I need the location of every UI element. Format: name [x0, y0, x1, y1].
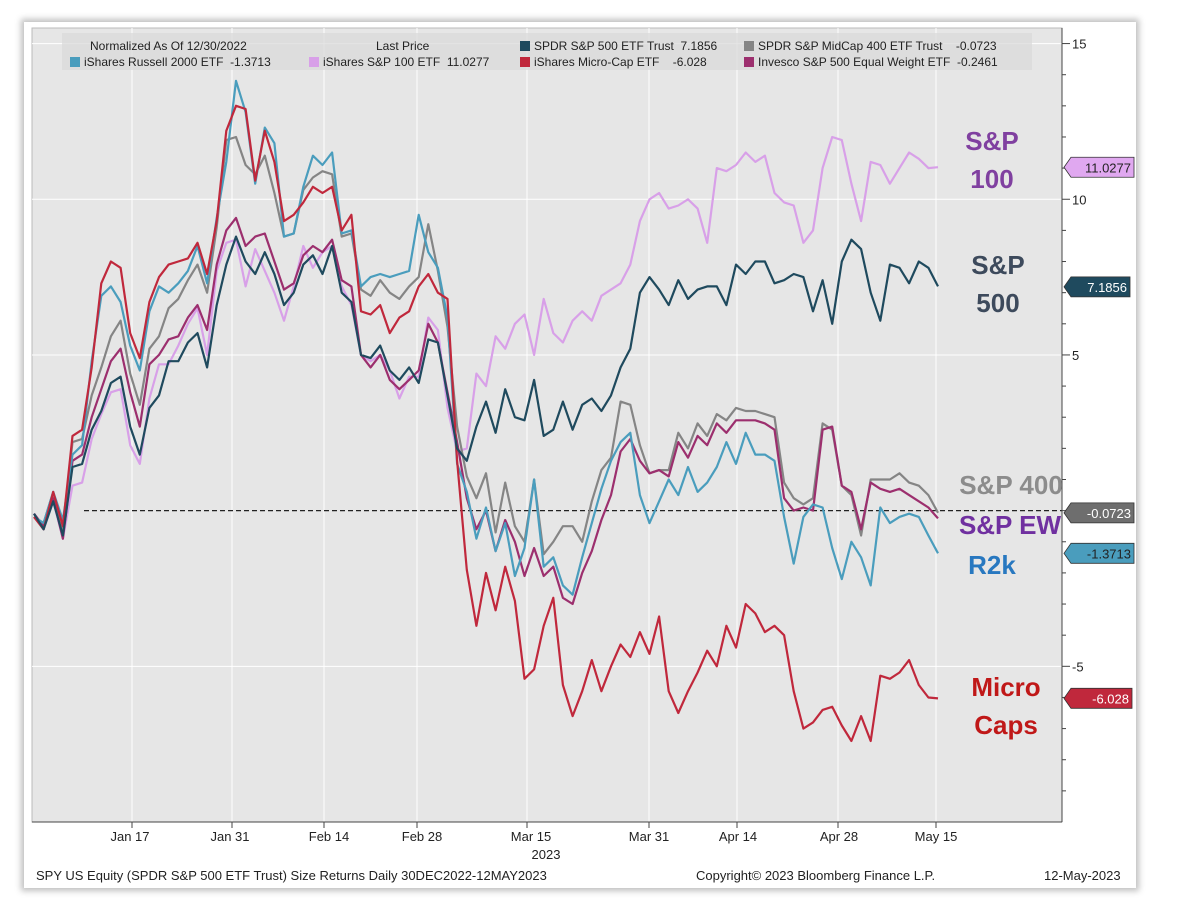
legend-normalized: Normalized As Of 12/30/2022 — [90, 39, 247, 53]
plot-area — [31, 27, 1063, 823]
x-tick-label: May 15 — [915, 829, 958, 844]
legend-last-price: Last Price — [376, 39, 430, 53]
annotation-label: R2k — [968, 550, 1016, 580]
legend-entry: iShares Micro-Cap ETF -6.028 — [534, 55, 707, 69]
y-tick-label: 15 — [1072, 37, 1086, 52]
legend-entry: SPDR S&P MidCap 400 ETF Trust -0.0723 — [758, 39, 997, 53]
annotation-label: S&P EW — [959, 510, 1062, 540]
annotation-label: Micro — [971, 672, 1040, 702]
last-price-value: 7.1856 — [1087, 280, 1127, 295]
annotation-label: S&P — [971, 250, 1024, 280]
last-price-tag — [1063, 502, 1135, 524]
series-line-spdr-s-p-midcap-400-etf-trust — [33, 135, 939, 556]
annotation-label: S&P 400 — [959, 470, 1063, 500]
annotation-label: 500 — [976, 288, 1019, 318]
x-axis: Jan 17 Jan 31 Feb 14 Feb 28 Mar 15 Mar 31 Apr … — [32, 821, 1062, 862]
x-tick-label: Apr 14 — [719, 829, 757, 844]
annotation-label: 100 — [970, 164, 1013, 194]
legend-swatch — [70, 57, 80, 67]
legend-entry: iShares S&P 100 ETF 11.0277 — [323, 55, 490, 69]
legend-box — [62, 33, 1032, 70]
x-year-label: 2023 — [532, 847, 561, 862]
y-tick-label: 5 — [1072, 348, 1079, 363]
y-axis: 15 10 5 -5 — [1061, 28, 1086, 822]
series-line-ishares-micro-cap-etf — [33, 104, 939, 743]
x-tick-label: Jan 17 — [110, 829, 149, 844]
footer-copyright: Copyright© 2023 Bloomberg Finance L.P. — [696, 868, 935, 883]
legend-swatch — [520, 41, 530, 51]
last-price-value: -0.0723 — [1087, 506, 1131, 521]
y-tick-label: -5 — [1072, 659, 1084, 674]
last-price-value: -6.028 — [1092, 691, 1129, 706]
annotations: S&P 100 S&P 500 S&P 400 S&P EW R2k Micro Caps — [959, 126, 1063, 740]
last-price-value: 11.0277 — [1085, 160, 1131, 175]
annotation-label: Caps — [974, 710, 1038, 740]
x-tick-label: Apr 28 — [820, 829, 858, 844]
last-price-tag — [1063, 156, 1135, 178]
legend-swatch — [744, 57, 754, 67]
x-tick-label: Feb 14 — [309, 829, 349, 844]
x-tick-label: Jan 31 — [210, 829, 249, 844]
footer: SPY US Equity (SPDR S&P 500 ETF Trust) S… — [36, 868, 1121, 883]
footer-date: 12-May-2023 — [1044, 868, 1121, 883]
chart-frame: 15 10 5 -5 Jan 17 Jan 31 Feb 14 Feb 28 Mar 15 Ma… — [24, 22, 1136, 888]
x-tick-label: Mar 15 — [511, 829, 551, 844]
legend-swatch — [744, 41, 754, 51]
y-tick-label: 10 — [1072, 192, 1086, 207]
legend-swatch — [520, 57, 530, 67]
series-line-ishares-russell-2000-etf — [33, 79, 939, 596]
legend-entry: Invesco S&P 500 Equal Weight ETF -0.2461 — [758, 55, 998, 69]
x-tick-label: Feb 28 — [402, 829, 442, 844]
last-price-tag — [1063, 276, 1131, 298]
last-price-labels: 11.0277 7.1856 -0.0723 -1.3713 -6.028 — [1063, 156, 1135, 709]
legend-swatch — [309, 57, 319, 67]
x-tick-label: Mar 31 — [629, 829, 669, 844]
chart-svg: 15 10 5 -5 Jan 17 Jan 31 Feb 14 Feb 28 Mar 15 Ma… — [31, 27, 1135, 883]
legend-entry: SPDR S&P 500 ETF Trust 7.1856 — [534, 39, 718, 53]
series-line-ishares-s-p-100-etf — [33, 135, 939, 540]
legend: Normalized As Of 12/30/2022 Last Price SPD… — [62, 33, 1032, 70]
series-lines — [33, 79, 939, 743]
annotation-label: S&P — [965, 126, 1018, 156]
legend-entry: iShares Russell 2000 ETF -1.3713 — [84, 55, 271, 69]
last-price-value: -1.3713 — [1087, 546, 1131, 561]
last-price-tag — [1063, 542, 1135, 564]
series-line-spdr-s-p-500-etf-trust — [33, 235, 939, 537]
footer-description: SPY US Equity (SPDR S&P 500 ETF Trust) S… — [36, 868, 547, 883]
last-price-tag — [1063, 687, 1133, 709]
